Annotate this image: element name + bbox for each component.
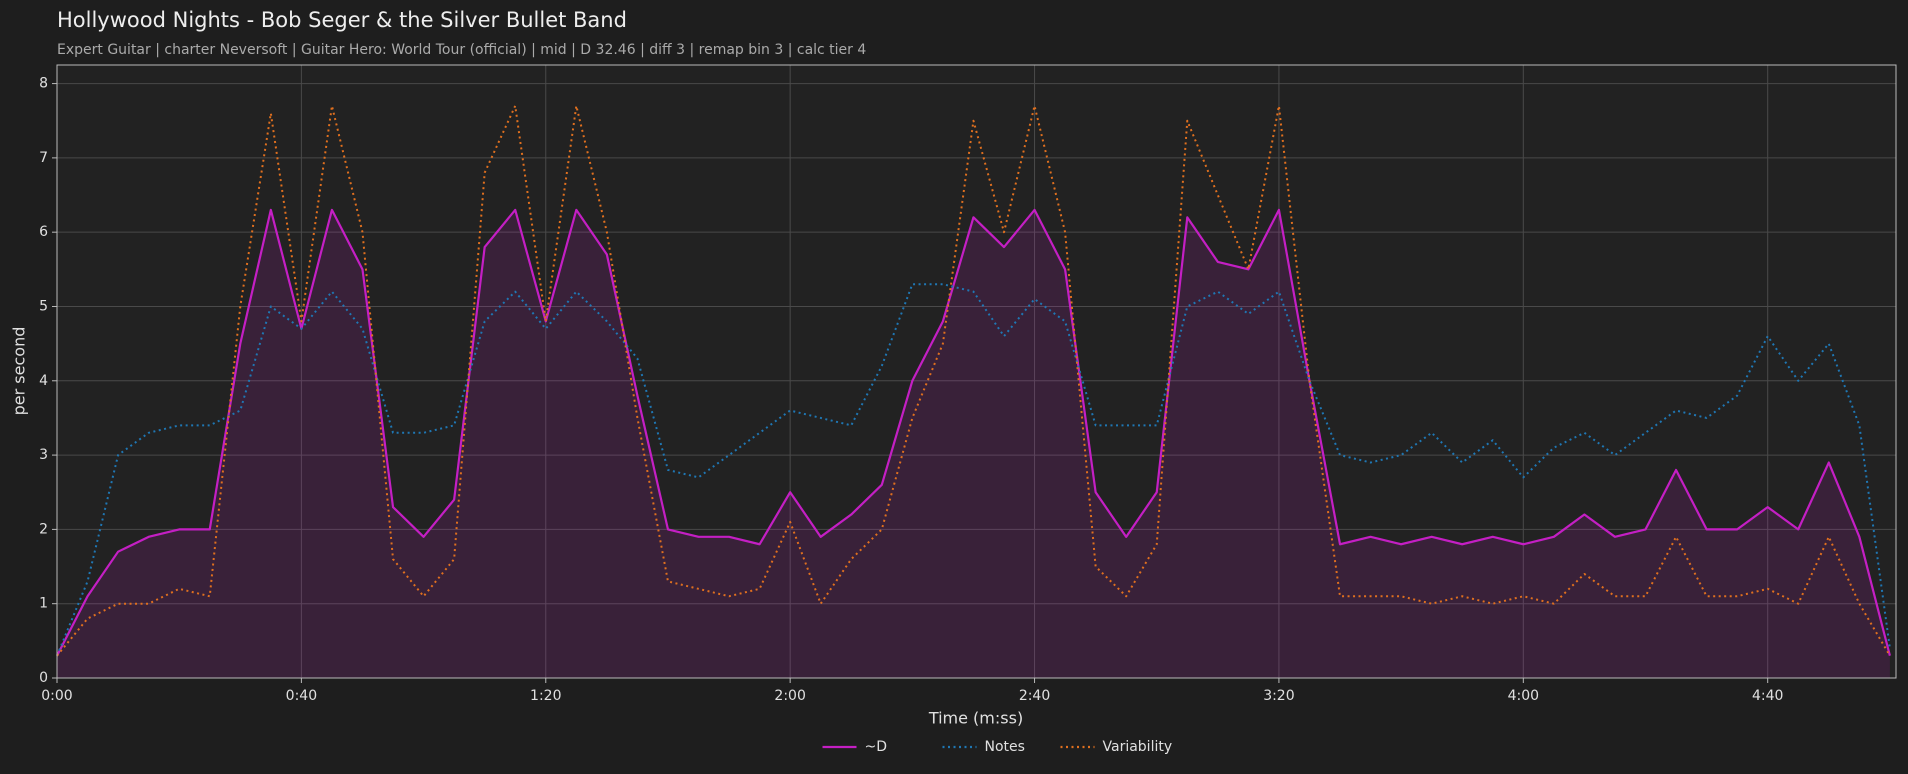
y-tick-label: 0 [39, 670, 48, 686]
y-tick-label: 4 [39, 373, 48, 389]
legend-label: Variability [1103, 739, 1173, 755]
y-tick-label: 5 [39, 298, 48, 314]
x-tick-label: 4:00 [1508, 688, 1539, 704]
line [56, 283, 1891, 657]
y-tick-label: 1 [39, 596, 48, 612]
x-tick-label: 0:40 [286, 688, 317, 704]
plot-frame [56, 64, 1897, 679]
y-tick-label: 2 [39, 521, 48, 537]
line [56, 208, 1891, 657]
y-tick-label: 6 [39, 224, 48, 240]
y-tick-label: 7 [39, 150, 48, 166]
x-tick-label: 3:20 [1263, 688, 1294, 704]
x-tick-label: 4:40 [1752, 688, 1783, 704]
legend-label: ~D [865, 739, 888, 755]
chart-subtitle: Expert Guitar | charter Neversoft | Guit… [57, 42, 866, 58]
x-tick-label: 2:00 [774, 688, 805, 704]
x-tick-label: 2:40 [1019, 688, 1050, 704]
y-axis-label: per second [10, 327, 29, 416]
x-tick-label: 0:00 [41, 688, 72, 704]
y-tick-label: 3 [39, 447, 48, 463]
plot-area [56, 64, 1897, 679]
chart-title: Hollywood Nights - Bob Seger & the Silve… [57, 8, 627, 32]
legend-label: Notes [985, 739, 1025, 755]
x-axis-label: Time (m:ss) [928, 709, 1023, 728]
line [56, 104, 1891, 657]
y-tick-label: 8 [39, 76, 48, 92]
area [57, 209, 1890, 678]
x-tick-label: 1:20 [530, 688, 561, 704]
